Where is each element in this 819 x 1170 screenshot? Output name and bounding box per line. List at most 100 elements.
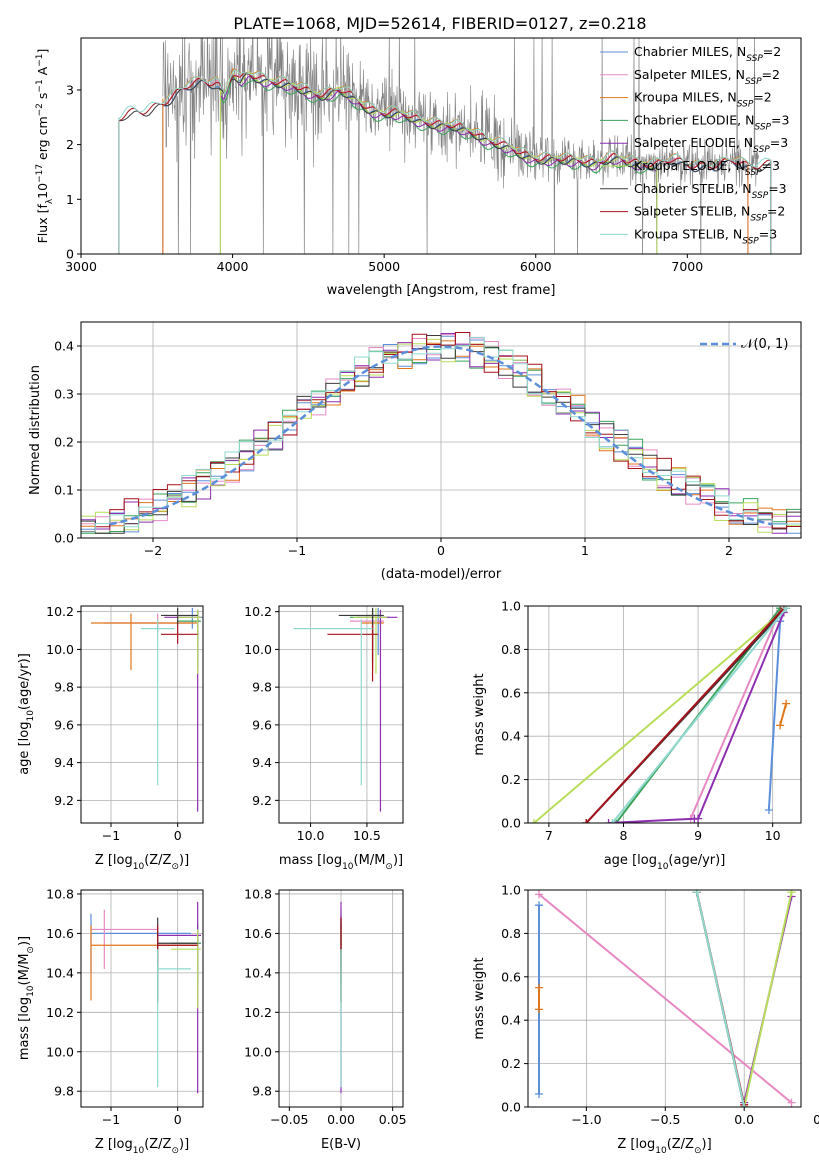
spectrum-panel: 3000 4000 5000 6000 7000 0 1 2 3 Chabrier MILES, … [35,37,802,298]
legend-entry-sub: SSP [752,191,769,201]
residual-histogram-kroupa_stelib [81,336,801,533]
axis-label-part: (M/M [354,853,386,868]
y-tick-label: 10.4 [46,965,74,980]
legend-entry: 𝒩(0, 1) [741,337,788,352]
weight-series-kroupa_elodie [743,891,793,1107]
x-tick-label: −1.0 [571,1112,601,1127]
y-tick-label: 0.4 [54,339,74,354]
x-tick-label: −1 [288,543,306,558]
axis-label-part: mass [log [279,853,342,868]
y-tick-label: 1.0 [501,883,521,898]
axis-label-part: (age/yr)] [17,653,32,710]
y-tick-label: 0.2 [501,772,521,787]
model-spectrum-chabrier_stelib [109,73,772,254]
axis-label-part: 10 [26,985,36,997]
mass-vs-metallicity-panel: −1 09.810.010.210.410.610.8Z [log10(Z/Z⊙)… [17,886,204,1156]
y-tick-label: 9.4 [252,755,272,770]
y-tick-label: 0.8 [501,926,521,941]
x-tick-label: 0.00 [327,1112,355,1127]
legend-entry-sub: SSP [745,77,762,87]
legend-entry-prefix: Chabrier STELIB, N [634,181,752,196]
age-vs-metallicity-panel: −1 09.29.49.69.810.010.2Z [log10(Z/Z⊙)]ag… [17,604,204,872]
weight-series-salpeter_stelib [585,607,785,823]
axes-frame [80,889,204,1108]
weight-series-kroupa_stelib [695,891,746,1107]
legend-entry-suffix: =3 [762,158,780,173]
axes-frame [527,889,802,1108]
weight-marker [787,1098,796,1107]
y-axis-label-part: ] [35,49,50,54]
y-axis-label: mass weight [472,673,487,755]
y-tick-label: 10.6 [46,926,74,941]
x-tick-label: 0 [437,543,445,558]
y-tick-label: 10.2 [244,604,272,619]
weight-marker [608,819,617,823]
x-axis-label: E(B-V) [321,1137,361,1152]
weight-marker [694,814,703,823]
model-spectrum-kroupa_elodie [211,70,658,254]
weight-series-kroupa_elodie [533,607,787,823]
x-tick-label: 10.5 [353,828,381,843]
weight-marker [764,805,773,814]
y-axis-label-part: s [35,93,50,104]
legend-entry-suffix: =3 [768,181,786,196]
weight-marker [604,819,613,823]
axis-label-part: Z [log [95,1137,133,1152]
weight-series-salpeter_miles [538,893,793,1104]
figure-title: PLATE=1068, MJD=52614, FIBERID=0127, z=0… [233,14,646,33]
y-axis-label-part: λ [45,198,55,204]
weight-vs-metallicity-panel: −1.0 −0.5 0.0 0.5 0.0 0.2 0.4 0.6 0.8 1.0 Z [log10… [472,883,819,1157]
weight-marker [535,1005,544,1014]
y-tick-label: 1.0 [501,599,521,614]
x-tick-label: 10 [765,828,781,843]
y-axis-label: mass weight [472,957,487,1039]
x-tick-label: 0.5 [813,1112,819,1127]
x-tick-label: 0.05 [379,1112,407,1127]
y-tick-label: 10.0 [46,642,74,657]
axis-label-part: ⊙ [171,1146,179,1156]
axis-label-part: ⊙ [171,862,179,872]
y-tick-label: 10.8 [244,886,272,901]
legend-entry-prefix: Chabrier MILES, N [634,44,746,59]
mass-vs-reddening-panel: −0.05 0.00 0.05 9.8 10.0 10.2 10.4 10.6 10.8 E(B-… [244,886,406,1152]
y-tick-label: 9.8 [54,1084,74,1099]
y-axis-label: age [log10(age/yr)] [17,653,36,775]
weight-series-salpeter_miles [689,609,782,820]
weight-marker [692,890,701,897]
axis-label-part: )] [179,1137,189,1152]
axis-label-part: ⊙ [385,862,393,872]
y-tick-label: 10.2 [46,604,74,619]
axis-label-part: age [log [17,722,32,775]
y-tick-label: 0.0 [501,816,521,831]
x-tick-label: 3000 [65,259,97,274]
weight-marker [612,819,621,823]
y-axis-label-part: −1 [35,54,45,67]
y-tick-label: 0.3 [54,387,74,402]
y-axis-label-part: erg cm [35,116,50,164]
axis-label-part: Z [log [617,1137,655,1152]
plot-area [90,901,201,1094]
legend-entry: Salpeter MILES, NSSP=2 [634,67,780,87]
legend-entry-suffix: =2 [762,67,780,82]
weight-marker [535,1089,544,1098]
weight-marker [787,890,796,897]
axis-label-part: 10 [657,862,669,872]
plot-area [293,607,398,812]
y-tick-label: 10.2 [46,1005,74,1020]
x-tick-label: 2 [725,543,733,558]
y-tick-label: 10.6 [244,926,272,941]
x-tick-label: −2 [144,543,162,558]
y-tick-label: 0.4 [501,1013,521,1028]
y-axis-label-part: −2 [35,103,45,116]
axis-label-part: 10 [133,862,145,872]
x-axis-label: age [log10(age/yr)] [604,853,726,872]
legend-entry-prefix: Kroupa MILES, N [634,90,737,105]
weight-series-chabrier_miles [767,621,782,811]
y-axis-label-part: A [35,66,50,79]
x-tick-label: 10.0 [297,828,325,843]
x-axis-label: (data-model)/error [381,567,502,582]
axis-label-part: )] [393,853,403,868]
x-tick-label: 9 [694,828,702,843]
x-tick-label: 5000 [368,259,400,274]
